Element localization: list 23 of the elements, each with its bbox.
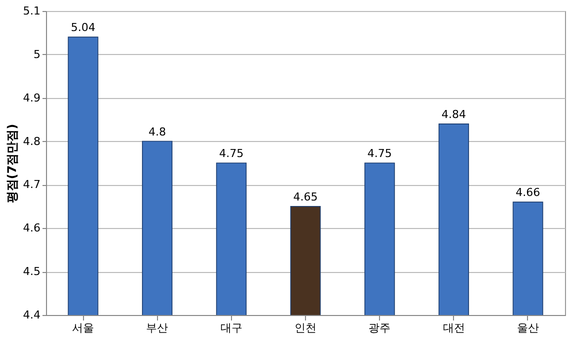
x-tick-label: 광주 xyxy=(368,322,391,334)
x-tick-label: 대전 xyxy=(442,322,465,334)
y-tick-label: 5.1 xyxy=(23,4,40,18)
y-tick-label: 4.4 xyxy=(23,308,40,322)
x-tick-label: 인천 xyxy=(294,322,316,334)
data-label: 4.75 xyxy=(367,147,392,160)
data-label: 4.8 xyxy=(148,125,166,138)
data-label: 4.84 xyxy=(442,108,466,121)
y-tick-label: 4.5 xyxy=(23,265,40,278)
data-label: 4.66 xyxy=(516,186,540,200)
y-tick-label: 4.9 xyxy=(23,91,40,104)
x-tick-label: 대구 xyxy=(220,322,242,334)
data-label: 4.75 xyxy=(219,147,244,160)
y-tick-label: 4.7 xyxy=(23,178,40,192)
x-tick-label: 부산 xyxy=(146,322,168,334)
data-label: 4.65 xyxy=(293,190,318,204)
x-tick-label: 울산 xyxy=(516,322,539,334)
y-axis-title: 평점(7점만점) xyxy=(5,124,20,204)
x-tick-label: 서울 xyxy=(72,322,94,334)
data-label: 5.04 xyxy=(70,21,96,34)
y-tick-label: 4.6 xyxy=(23,222,40,235)
y-tick-label: 5 xyxy=(34,48,40,61)
y-tick-label: 4.8 xyxy=(23,134,40,148)
